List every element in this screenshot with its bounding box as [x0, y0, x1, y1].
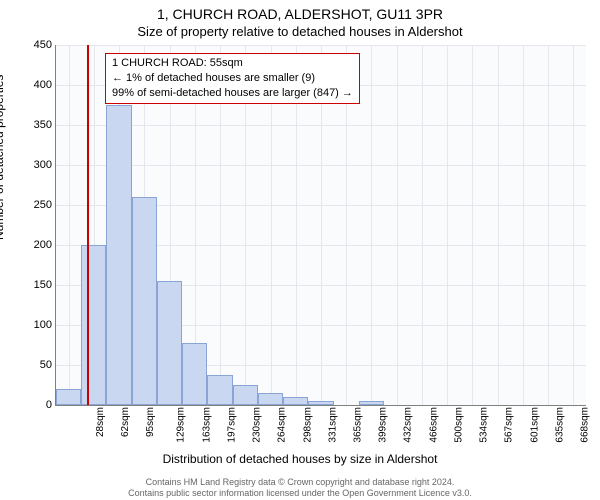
x-tick-label: 635sqm	[554, 407, 565, 443]
x-tick-label: 298sqm	[302, 407, 313, 443]
y-tick-label: 200	[12, 239, 52, 251]
x-tick-label: 500sqm	[454, 407, 465, 443]
grid-line-v	[498, 45, 499, 405]
y-tick-label: 0	[12, 399, 52, 411]
histogram-bar	[233, 385, 258, 405]
histogram-bar	[207, 375, 232, 405]
callout-line2: ← 1% of detached houses are smaller (9)	[112, 71, 353, 86]
y-tick-label: 50	[12, 359, 52, 371]
histogram-bar	[308, 401, 333, 405]
x-tick-label: 668sqm	[580, 407, 591, 443]
grid-line-v	[69, 45, 70, 405]
grid-line-v	[371, 45, 372, 405]
histogram-bar	[182, 343, 207, 405]
chart-container: 1, CHURCH ROAD, ALDERSHOT, GU11 3PR Size…	[0, 0, 600, 500]
grid-line-v	[447, 45, 448, 405]
histogram-bar	[359, 401, 384, 405]
y-tick-label: 300	[12, 159, 52, 171]
y-tick-label: 350	[12, 119, 52, 131]
histogram-bar	[132, 197, 157, 405]
x-axis-label: Distribution of detached houses by size …	[0, 452, 600, 466]
x-tick-label: 28sqm	[95, 407, 106, 437]
x-tick-label: 62sqm	[120, 407, 131, 437]
x-tick-label: 466sqm	[428, 407, 439, 443]
histogram-bar	[81, 245, 106, 405]
grid-line-v	[397, 45, 398, 405]
grid-line-v	[573, 45, 574, 405]
grid-line-v	[422, 45, 423, 405]
callout-line1: 1 CHURCH ROAD: 55sqm	[112, 56, 353, 71]
x-tick-label: 264sqm	[277, 407, 288, 443]
x-tick-label: 163sqm	[201, 407, 212, 443]
x-tick-label: 601sqm	[529, 407, 540, 443]
callout-line3: 99% of semi-detached houses are larger (…	[112, 86, 353, 101]
x-tick-label: 432sqm	[403, 407, 414, 443]
footer-text: Contains HM Land Registry data © Crown c…	[0, 477, 600, 498]
y-axis-label: Number of detached properties	[0, 75, 6, 240]
x-tick-label: 197sqm	[226, 407, 237, 443]
x-tick-label: 95sqm	[145, 407, 156, 437]
x-tick-label: 365sqm	[353, 407, 364, 443]
y-tick-label: 450	[12, 39, 52, 51]
grid-line-v	[523, 45, 524, 405]
y-tick-label: 400	[12, 79, 52, 91]
x-tick-label: 399sqm	[378, 407, 389, 443]
grid-line-v	[548, 45, 549, 405]
y-tick-label: 150	[12, 279, 52, 291]
x-tick-label: 230sqm	[252, 407, 263, 443]
x-tick-label: 129sqm	[176, 407, 187, 443]
histogram-bar	[258, 393, 283, 405]
chart-title-line2: Size of property relative to detached ho…	[0, 24, 600, 39]
x-tick-label: 331sqm	[327, 407, 338, 443]
x-tick-label: 567sqm	[504, 407, 515, 443]
histogram-bar	[283, 397, 308, 405]
property-marker-line	[87, 45, 89, 405]
footer-line2: Contains public sector information licen…	[0, 488, 600, 498]
histogram-bar	[157, 281, 182, 405]
y-tick-label: 100	[12, 319, 52, 331]
footer-line1: Contains HM Land Registry data © Crown c…	[0, 477, 600, 487]
grid-line-v	[472, 45, 473, 405]
chart-title-line1: 1, CHURCH ROAD, ALDERSHOT, GU11 3PR	[0, 6, 600, 22]
x-tick-label: 534sqm	[479, 407, 490, 443]
y-tick-label: 250	[12, 199, 52, 211]
histogram-bar	[106, 105, 131, 405]
marker-callout: 1 CHURCH ROAD: 55sqm ← 1% of detached ho…	[105, 53, 360, 104]
histogram-bar	[56, 389, 81, 405]
